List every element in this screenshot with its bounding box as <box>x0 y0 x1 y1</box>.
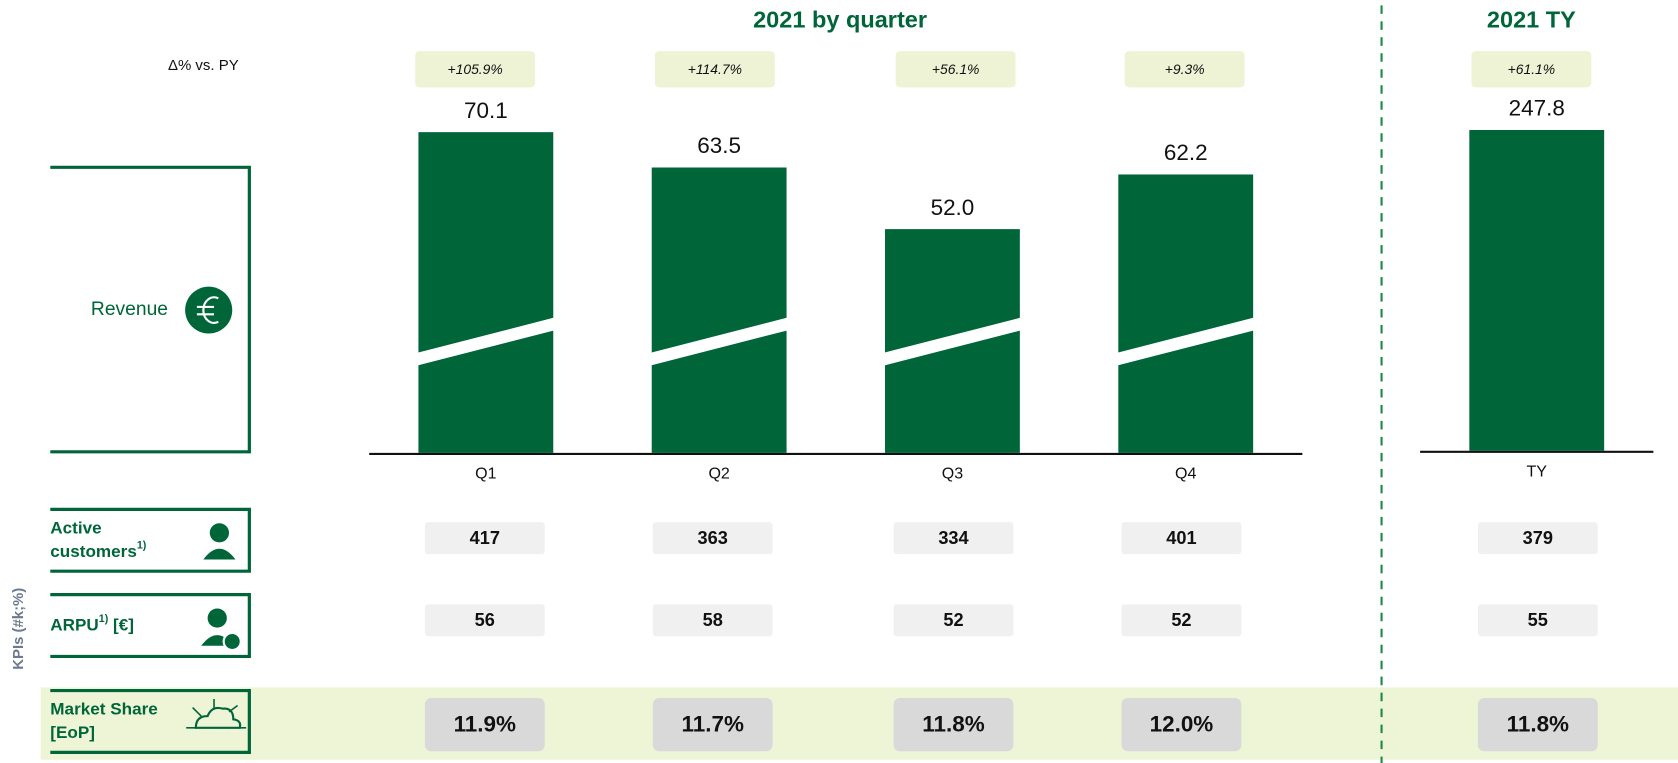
kpi-value: 12.0% <box>1150 712 1214 737</box>
kpi-value: 334 <box>938 528 968 548</box>
row-label: Revenue <box>91 299 168 320</box>
axis-break <box>417 317 555 366</box>
kpi-pill <box>424 522 545 555</box>
value-label: 52.0 <box>931 195 975 220</box>
row-bracket <box>50 688 251 754</box>
kpi-value: 11.8% <box>922 712 985 737</box>
bar <box>1469 130 1605 451</box>
kpi-pill <box>1121 697 1242 752</box>
kpi-pill <box>652 697 773 752</box>
x-tick-label: TY <box>1526 463 1547 480</box>
chart-title: 2021 by quarter <box>753 7 927 33</box>
kpi-pill <box>893 697 1014 752</box>
change-heading: Δ% vs. PY <box>168 57 239 74</box>
value-label: 63.5 <box>697 133 741 158</box>
highlight-band <box>40 687 1678 760</box>
row-bracket <box>50 507 251 573</box>
cloud-icon <box>186 699 247 729</box>
change-pill <box>1471 51 1592 88</box>
bar <box>1118 174 1254 453</box>
kpi-value: 417 <box>470 528 500 548</box>
value-label: 62.2 <box>1164 140 1208 165</box>
kpi-value: 379 <box>1523 528 1553 548</box>
kpi-value: 11.8% <box>1507 712 1570 737</box>
person-icon <box>203 548 236 560</box>
kpi-label: [EoP] <box>50 723 95 742</box>
kpi-axis-label: KPIs (#k;%) <box>10 588 27 670</box>
kpi-unit: [€] <box>108 615 134 634</box>
change-label: +9.3% <box>1165 61 1205 77</box>
value-label: 70.1 <box>464 98 508 123</box>
person-icon <box>209 523 230 543</box>
kpi-value: 401 <box>1166 528 1196 548</box>
euro-icon <box>185 286 233 334</box>
kpi-label: Active <box>50 518 101 537</box>
kpi-value: 55 <box>1528 610 1548 630</box>
x-tick-label: Q1 <box>475 465 496 482</box>
change-pill <box>895 51 1016 88</box>
kpi-label-text: customers <box>50 542 137 561</box>
kpi-pill <box>893 522 1014 555</box>
kpi-label: Market Share <box>50 699 157 718</box>
kpi-pill <box>1477 604 1598 637</box>
change-pill <box>654 51 775 88</box>
x-tick-label: Q4 <box>1175 465 1196 482</box>
kpi-value: 11.7% <box>682 712 745 737</box>
change-label: +56.1% <box>932 61 980 77</box>
kpi-pill <box>652 522 773 555</box>
kpi-value: 363 <box>698 528 728 548</box>
kpi-pill <box>1121 522 1242 555</box>
bar <box>418 132 554 453</box>
kpi-pill <box>1121 604 1242 637</box>
coin-icon <box>222 631 242 652</box>
kpi-pill <box>424 604 545 637</box>
kpi-pill <box>652 604 773 637</box>
change-label: +61.1% <box>1508 61 1556 77</box>
kpi-label-text: Market Share <box>50 699 157 718</box>
axis-break <box>1117 317 1255 366</box>
change-label: +114.7% <box>688 61 742 77</box>
chart-title: 2021 TY <box>1487 7 1576 33</box>
kpi-label-text: ARPU <box>50 615 99 634</box>
kpi-label: ARPU1) [€] <box>50 613 134 634</box>
x-tick-label: Q2 <box>708 465 729 482</box>
footnote-mark: 1) <box>99 613 109 625</box>
euro-icon <box>196 296 219 324</box>
change-pill <box>415 51 536 88</box>
axis-break <box>650 317 788 366</box>
axis-break <box>883 317 1021 366</box>
person-icon <box>207 608 227 628</box>
kpi-value: 56 <box>475 610 495 630</box>
kpi-label: customers1) <box>50 539 147 560</box>
footnote-mark: 1) <box>137 539 147 551</box>
kpi-pill <box>1477 697 1598 752</box>
x-tick-label: Q3 <box>942 465 963 482</box>
change-pill <box>1124 51 1245 88</box>
kpi-pill <box>1477 522 1598 555</box>
kpi-pill <box>893 604 1014 637</box>
value-label: 247.8 <box>1509 96 1565 121</box>
bar <box>651 167 787 453</box>
change-label: +105.9% <box>448 61 503 77</box>
kpi-value: 11.9% <box>454 712 517 737</box>
kpi-label-text: [EoP] <box>50 723 95 742</box>
row-bracket <box>50 165 251 454</box>
kpi-value: 52 <box>943 610 963 630</box>
cloud-icon <box>194 706 242 729</box>
kpi-value: 52 <box>1171 610 1191 630</box>
row-bracket <box>50 593 251 659</box>
kpi-value: 58 <box>703 610 723 630</box>
kpi-label-text: Active <box>50 518 101 537</box>
kpi-boxes <box>50 507 251 754</box>
kpi-pill <box>424 697 545 752</box>
